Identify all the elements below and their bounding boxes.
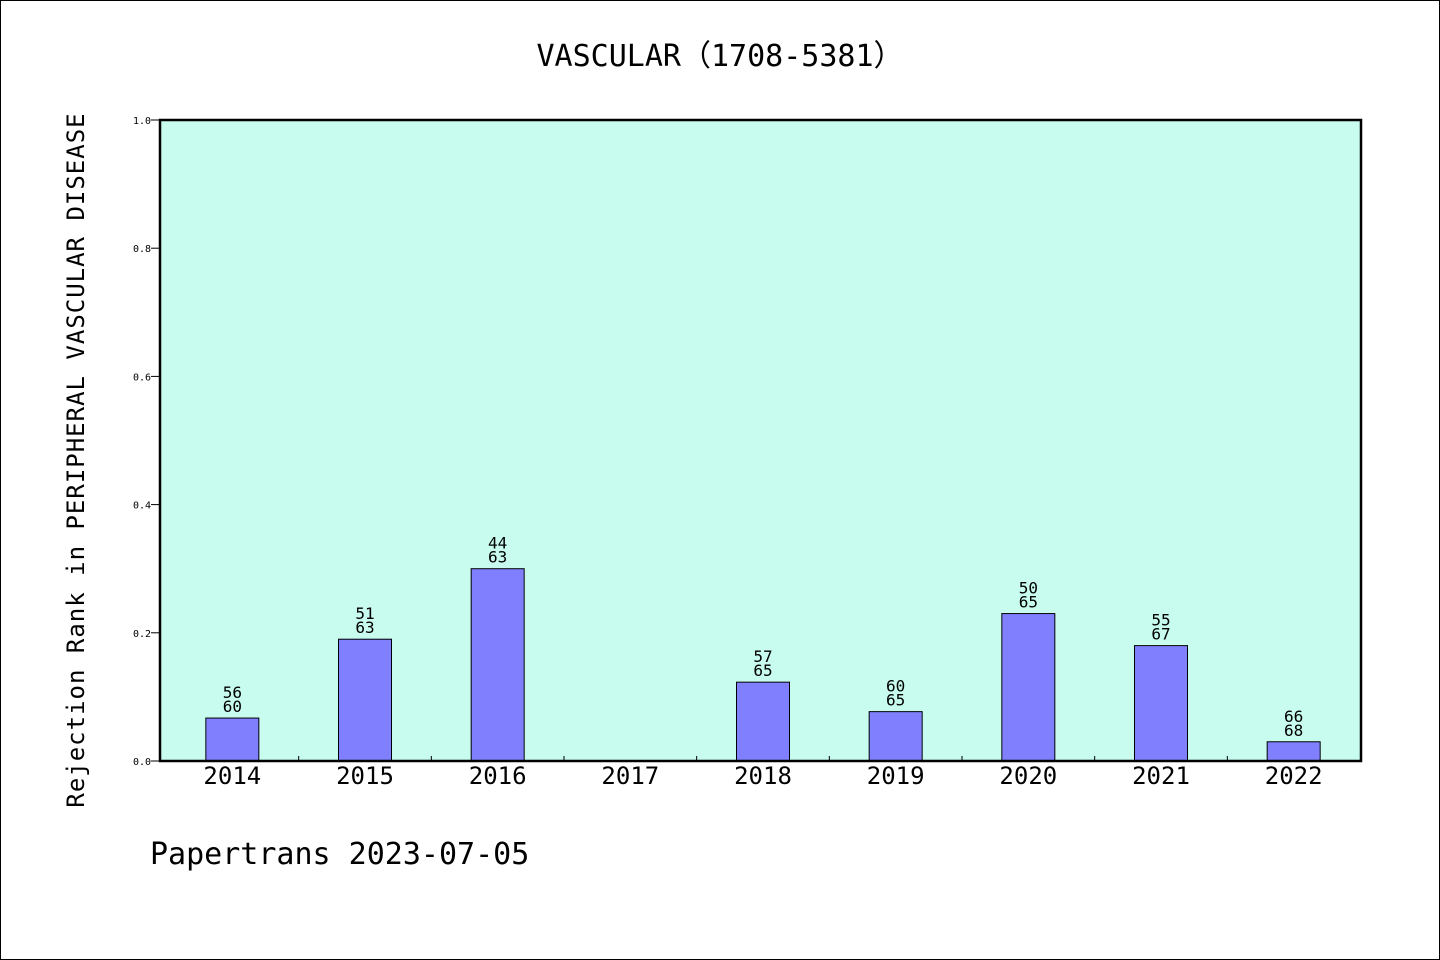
bar xyxy=(1134,645,1188,762)
plot-frame xyxy=(158,118,1363,763)
y-axis: 0.0 0.2 0.4 0.6 0.8 1.0 xyxy=(133,116,160,768)
bar xyxy=(1001,613,1056,762)
x-tick-label: 2020 xyxy=(999,762,1057,790)
bars-layer xyxy=(205,568,1321,762)
footer-stamp: Papertrans 2023-07-05 xyxy=(150,837,529,872)
bar xyxy=(1266,741,1321,762)
bar-label-top: 60 xyxy=(886,677,905,696)
bar-label-bottom: 60 xyxy=(223,697,242,716)
y-tick-label: 0.0 xyxy=(133,757,151,768)
bar-label-bottom: 63 xyxy=(355,618,374,637)
chart-title: VASCULAR（1708-5381） xyxy=(536,39,903,74)
y-tick-label: 0.4 xyxy=(133,501,151,512)
bar-label-top: 66 xyxy=(1284,707,1303,726)
x-tick-label: 2018 xyxy=(734,762,792,790)
y-tick-label: 1.0 xyxy=(133,116,151,127)
bar-label-bottom: 65 xyxy=(753,661,772,680)
bar-label-top: 55 xyxy=(1151,611,1170,630)
bar-label-top: 57 xyxy=(753,647,772,666)
y-tick-label: 0.2 xyxy=(133,629,151,640)
x-tick-label: 2017 xyxy=(601,762,659,790)
x-tick-label: 2022 xyxy=(1265,762,1323,790)
bar-label-top: 44 xyxy=(488,534,507,553)
bar xyxy=(470,568,525,762)
bar-label-bottom: 65 xyxy=(1019,593,1038,612)
y-tick-label: 0.8 xyxy=(133,244,151,255)
y-tick-label: 0.6 xyxy=(133,372,151,383)
bar xyxy=(736,681,790,762)
bar-label-top: 50 xyxy=(1019,579,1038,598)
bar xyxy=(338,638,392,762)
x-tick-label: 2019 xyxy=(867,762,925,790)
bar xyxy=(205,717,260,762)
x-axis: 2014 2015 2016 2017 2018 2019 2020 2021 2022 xyxy=(203,756,1323,790)
x-tick-label: 2016 xyxy=(469,762,527,790)
bar-label-top: 56 xyxy=(223,683,242,702)
x-tick-label: 2015 xyxy=(336,762,394,790)
bar-label-top: 51 xyxy=(355,604,374,623)
y-axis-title: Rejection Rank in PERIPHERAL VASCULAR DI… xyxy=(62,112,90,807)
bar xyxy=(868,711,923,762)
bar-label-bottom: 63 xyxy=(488,548,507,567)
bar-label-bottom: 67 xyxy=(1151,625,1170,644)
bar-label-bottom: 68 xyxy=(1284,721,1303,740)
bar-label-bottom: 65 xyxy=(886,691,905,710)
x-tick-label: 2014 xyxy=(203,762,261,790)
x-tick-label: 2021 xyxy=(1132,762,1190,790)
